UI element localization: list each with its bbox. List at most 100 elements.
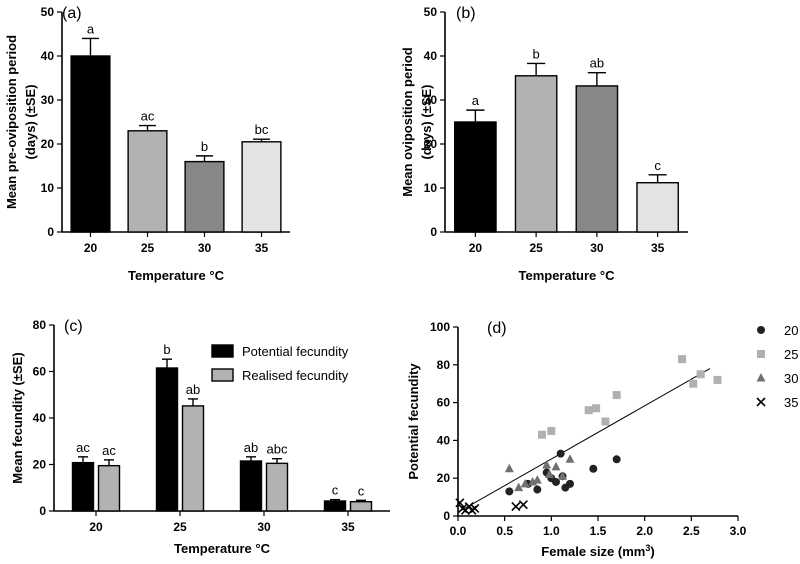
significance-letter: b [533, 46, 540, 61]
data-point [514, 482, 524, 492]
x-tick-label: 30 [198, 241, 212, 255]
legend-label: Realised fecundity [242, 368, 349, 383]
y-axis-label: Mean fecundity (±SE) [10, 352, 25, 483]
y-tick-label: 10 [41, 181, 55, 195]
y-tick-label: 0 [47, 225, 54, 239]
data-point [566, 479, 574, 488]
legend: 20 25 30 35 [756, 323, 798, 410]
data-point [601, 417, 610, 426]
data-point [689, 379, 698, 388]
significance-letter: c [654, 158, 661, 173]
x-axis-label: Female size (mm3) [541, 543, 654, 559]
y-tick-label: 40 [424, 49, 438, 63]
bar [514, 75, 558, 233]
y-tick-label: 30 [41, 93, 55, 107]
legend-label: 30 [784, 371, 798, 386]
y-tick-label: 20 [33, 458, 47, 472]
significance-letter: c [332, 483, 339, 498]
significance-letter: ab [590, 56, 604, 71]
x-tick-label: 20 [89, 520, 103, 534]
y-tick-label: 0 [443, 509, 450, 523]
x-tick-label: 30 [590, 241, 604, 255]
x-tick-label: 25 [529, 241, 543, 255]
y-axis-label: (days) (±SE) [23, 84, 38, 159]
x-axis-label: Temperature °C [519, 268, 616, 283]
y-axis-label: Potential fecundity [406, 363, 421, 480]
y-tick-label: 80 [33, 318, 47, 332]
data-point [547, 426, 556, 435]
y-tick-label: 40 [437, 433, 451, 447]
x-tick-label: 25 [141, 241, 155, 255]
significance-letter: ab [244, 440, 258, 455]
data-point [696, 370, 705, 379]
legend-label: 35 [784, 395, 798, 410]
data-point [538, 430, 546, 439]
bar-potential [155, 367, 179, 512]
y-axis-label: Mean oviposition period [400, 47, 415, 197]
data-point [612, 391, 621, 400]
significance-letter: a [87, 21, 95, 36]
significance-letter: abc [267, 442, 288, 457]
x-tick-label: 0.0 [450, 524, 467, 538]
y-tick-label: 10 [424, 181, 438, 195]
significance-letter: b [201, 139, 208, 154]
bar-realised [265, 462, 289, 512]
legend-swatch [211, 368, 234, 382]
legend-label: 25 [784, 347, 798, 362]
x-tick-label: 3.0 [730, 524, 747, 538]
legend-marker [756, 397, 766, 407]
regression-line [457, 368, 711, 513]
data-point [678, 355, 686, 364]
series-30 [504, 454, 575, 492]
data-point [565, 454, 575, 463]
y-tick-label: 0 [39, 504, 46, 518]
bar [454, 121, 497, 233]
data-point [551, 461, 561, 471]
panel-label: (d) [487, 320, 507, 337]
bar-potential [323, 500, 347, 512]
y-tick-label: 100 [430, 320, 450, 334]
significance-letter: ab [186, 382, 200, 397]
y-tick-label: 60 [33, 365, 47, 379]
x-tick-label: 20 [469, 241, 483, 255]
bar-realised [97, 464, 121, 512]
y-axis-label: (days) (±SE) [419, 84, 434, 159]
bar [575, 85, 619, 233]
series-25 [538, 355, 722, 439]
chart-panel-d: 0 20 40 60 80 100 0.0 0.5 1.0 1.5 2.0 2.5 3.0 20 25 30 3… [406, 320, 798, 559]
x-tick-label: 25 [173, 520, 187, 534]
legend-marker [756, 373, 766, 382]
x-axis-label: Temperature °C [174, 541, 271, 556]
x-tick-label: 30 [257, 520, 271, 534]
x-tick-label: 1.5 [590, 524, 607, 538]
significance-letter: ac [76, 440, 90, 455]
significance-letter: b [163, 342, 170, 357]
y-tick-label: 60 [437, 396, 451, 410]
significance-letter: a [472, 93, 480, 108]
significance-letter: ac [102, 443, 116, 458]
y-tick-label: 50 [424, 5, 438, 19]
x-tick-label: 1.0 [543, 524, 560, 538]
panel-label: (c) [64, 318, 83, 335]
x-tick-label: 2.0 [636, 524, 653, 538]
y-tick-label: 30 [424, 93, 438, 107]
data-point [612, 455, 621, 464]
x-axis-label: Temperature °C [128, 268, 225, 283]
y-tick-label: 0 [430, 225, 437, 239]
x-tick-label: 2.5 [683, 524, 700, 538]
y-tick-label: 50 [41, 5, 55, 19]
significance-letter: c [358, 483, 365, 498]
x-tick-label: 0.5 [496, 524, 513, 538]
y-tick-label: 20 [424, 137, 438, 151]
data-point [518, 500, 528, 510]
legend-label: 20 [784, 323, 798, 338]
bar-potential [239, 460, 263, 512]
data-point [455, 498, 465, 508]
data-point [544, 469, 554, 478]
significance-letter: ac [141, 109, 155, 124]
x-tick-label: 35 [341, 520, 355, 534]
y-tick-label: 40 [41, 49, 55, 63]
bar-realised [181, 405, 205, 512]
